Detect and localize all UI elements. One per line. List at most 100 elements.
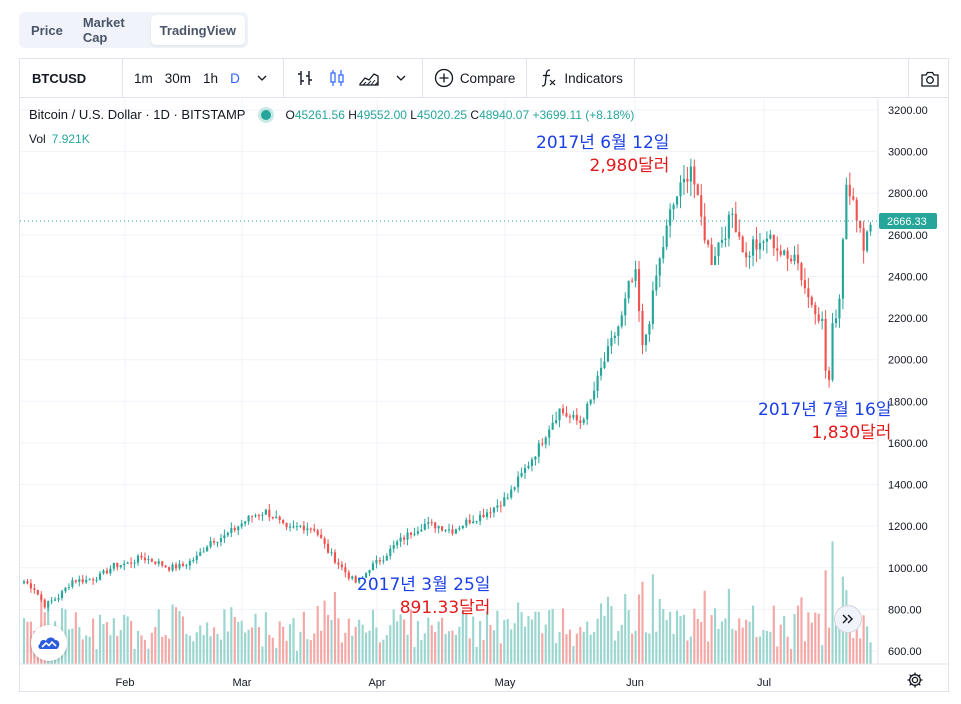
volume-bar <box>441 617 444 664</box>
indicators-button[interactable]: Indicators <box>533 64 628 92</box>
candle-body <box>461 525 464 529</box>
candle-body <box>793 254 796 262</box>
symbol-search[interactable]: BTCUSD <box>20 59 123 97</box>
tab-price[interactable]: Price <box>31 22 63 38</box>
candle-body <box>648 323 651 335</box>
candle-body <box>869 224 872 232</box>
volume-bar <box>682 614 686 664</box>
volume-bar <box>724 618 727 664</box>
tab-market-cap[interactable]: Market Cap <box>82 15 125 45</box>
volume-bar <box>143 639 147 664</box>
interval-d[interactable]: D <box>230 70 240 86</box>
candle-body <box>126 562 129 564</box>
volume-bar <box>116 635 119 664</box>
volume-bar <box>130 620 133 664</box>
interval-1h[interactable]: 1h <box>203 70 219 86</box>
close-value: 48940.07 <box>479 107 530 122</box>
volume-bar <box>382 639 385 664</box>
volume-value: 7.921K <box>51 132 90 146</box>
candle-body <box>686 178 689 182</box>
candle-body <box>268 509 271 517</box>
snapshot-button[interactable] <box>908 59 948 98</box>
candle-body <box>143 557 147 561</box>
interval-30m[interactable]: 30m <box>164 70 192 86</box>
candle-body <box>828 370 831 380</box>
volume-bar <box>727 588 730 664</box>
volume-bar <box>479 620 482 664</box>
change-value: +3699.11 (+8.18%) <box>532 107 635 122</box>
volume-bar <box>192 641 195 664</box>
volume-bar <box>133 648 136 664</box>
interval-dropdown[interactable] <box>247 64 277 92</box>
volume-bar <box>686 640 689 664</box>
scroll-to-realtime-button[interactable] <box>834 605 862 633</box>
volume-bar <box>195 632 198 664</box>
candle-body <box>838 298 841 319</box>
volume-bar <box>71 628 74 664</box>
volume-bar <box>434 631 437 664</box>
cloud-logo-icon <box>38 637 60 649</box>
bars-style-button[interactable] <box>290 64 320 92</box>
chart-settings-button[interactable] <box>900 668 930 691</box>
candles-style-button[interactable] <box>322 64 352 92</box>
candle-body <box>613 335 616 339</box>
volume-bar <box>168 638 171 664</box>
candle-body <box>617 326 620 336</box>
volume-bar <box>506 619 509 664</box>
volume-bar <box>88 636 91 664</box>
compare-label: Compare <box>459 70 516 86</box>
tab-tradingview[interactable]: TradingView <box>150 15 245 45</box>
volume-bar <box>337 618 340 664</box>
candle-body <box>285 522 288 528</box>
style-dropdown[interactable] <box>386 64 416 92</box>
annotation-low: 2017년 3월 25일 891.33달러 <box>357 574 490 620</box>
candle-body <box>85 579 88 583</box>
volume-bar <box>769 631 772 664</box>
candle-body <box>247 515 250 522</box>
candle-body <box>102 570 105 574</box>
volume-bar <box>586 621 589 664</box>
candle-body <box>92 579 95 581</box>
candle-body <box>358 578 361 583</box>
candle-body <box>717 242 720 257</box>
volume-bar <box>648 633 651 664</box>
volume-bar <box>658 598 661 664</box>
volume-bar <box>817 613 820 664</box>
compare-button[interactable]: Compare <box>429 64 521 92</box>
volume-bar <box>447 631 451 664</box>
candle-body <box>565 413 568 417</box>
interval-1m[interactable]: 1m <box>134 70 153 86</box>
volume-bar <box>375 627 378 664</box>
volume-bar <box>81 639 84 664</box>
candle-body <box>755 239 758 250</box>
candle-body <box>368 570 371 574</box>
volume-bar <box>510 629 513 664</box>
function-icon <box>538 68 558 88</box>
candle-body <box>136 555 140 563</box>
candle-body <box>672 204 675 210</box>
candle-body <box>465 519 468 526</box>
candle-body <box>105 570 108 574</box>
candle-body <box>506 497 509 499</box>
volume-bar <box>92 618 95 664</box>
volume-bar <box>333 592 337 664</box>
candle-body <box>71 580 74 587</box>
price-axis-label: 1600.00 <box>888 438 928 450</box>
volume-bar <box>641 581 644 664</box>
volume-bar <box>244 632 247 664</box>
volume-bar <box>95 649 98 664</box>
candle-body <box>779 250 782 255</box>
volume-bar <box>807 612 810 664</box>
volume-bar <box>74 612 77 664</box>
candle-body <box>275 516 278 519</box>
candle-body <box>250 515 254 517</box>
volume-bar <box>517 602 520 664</box>
price-chart[interactable]: 3200.00 3000.00 2800.00 2600.00 2400.00 2200.… <box>20 59 949 692</box>
volume-bar <box>707 641 710 664</box>
volume-bar <box>751 605 755 664</box>
volume-bar <box>765 631 768 664</box>
volume-bar <box>713 608 717 664</box>
tradingview-logo[interactable] <box>31 625 67 661</box>
area-style-button[interactable] <box>354 64 384 92</box>
candle-body <box>406 532 409 540</box>
